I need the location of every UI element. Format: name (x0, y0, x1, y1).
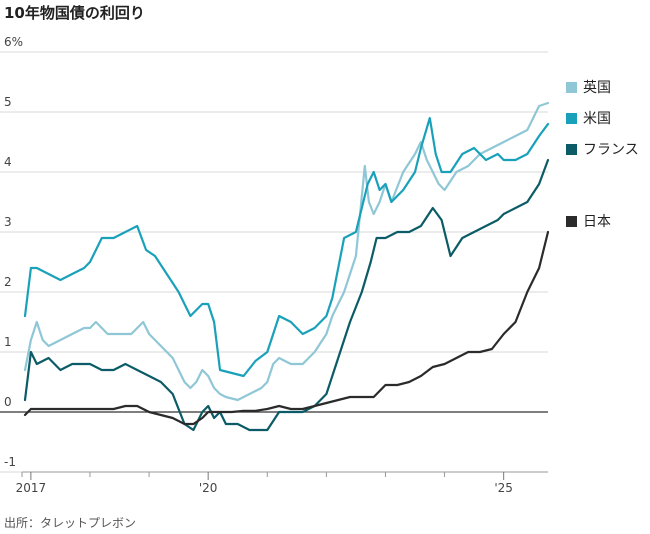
legend-swatch-japan (566, 216, 577, 227)
chart-title: 10年物国債の利回り (4, 4, 145, 22)
y-axis-ticks: 6% 5 4 3 2 1 0 -1 (4, 35, 23, 469)
source-note: 出所：タレットプレボン (4, 516, 137, 530)
legend-label-japan: 日本 (583, 214, 611, 230)
legend-swatch-us (566, 113, 577, 124)
legend-item-japan: 日本 (566, 214, 611, 230)
y-tick-label: 1 (4, 335, 12, 349)
legend-label-france: フランス (583, 142, 639, 158)
legend-item-us: 米国 (566, 111, 611, 127)
y-tick-label: 6% (4, 35, 23, 49)
y-tick-label: 4 (4, 155, 12, 169)
y-tick-label: 3 (4, 215, 12, 229)
legend-item-france: フランス (566, 142, 639, 158)
legend-label-us: 米国 (583, 111, 611, 127)
x-tick-label: '20 (199, 481, 218, 495)
legend-label-uk: 英国 (583, 80, 611, 96)
y-tick-label: -1 (4, 455, 16, 469)
x-tick-label: 2017 (16, 481, 47, 495)
legend-swatch-france (566, 144, 577, 155)
x-axis: 2017 '20 '25 (16, 471, 548, 495)
y-tick-label: 2 (4, 275, 12, 289)
series-line-2 (23, 158, 550, 432)
y-tick-label: 0 (4, 395, 12, 409)
series-lines (23, 101, 550, 432)
series-line-1 (23, 116, 550, 378)
x-tick-label: '25 (494, 481, 513, 495)
series-line-3 (23, 230, 550, 426)
legend-swatch-uk (566, 82, 577, 93)
y-tick-label: 5 (4, 95, 12, 109)
series-line-0 (23, 101, 550, 402)
legend-item-uk: 英国 (566, 80, 611, 96)
